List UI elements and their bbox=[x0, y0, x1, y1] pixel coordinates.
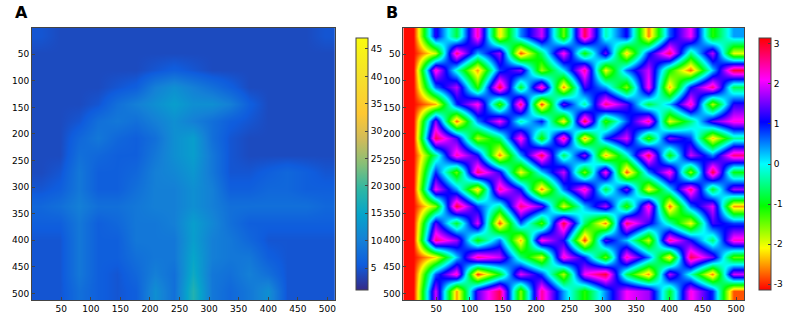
svg-text:45: 45 bbox=[371, 44, 382, 54]
svg-text:150: 150 bbox=[12, 103, 29, 113]
svg-text:200: 200 bbox=[383, 129, 400, 139]
svg-text:450: 450 bbox=[12, 262, 29, 272]
svg-text:400: 400 bbox=[260, 304, 277, 314]
svg-text:500: 500 bbox=[383, 289, 400, 299]
svg-text:200: 200 bbox=[141, 304, 158, 314]
svg-text:100: 100 bbox=[12, 76, 29, 86]
svg-text:350: 350 bbox=[230, 304, 247, 314]
svg-text:5: 5 bbox=[371, 263, 377, 273]
svg-text:500: 500 bbox=[319, 304, 336, 314]
svg-text:200: 200 bbox=[12, 129, 29, 139]
svg-text:50: 50 bbox=[18, 49, 30, 59]
svg-text:20: 20 bbox=[371, 181, 383, 191]
svg-text:30: 30 bbox=[371, 126, 383, 136]
svg-text:450: 450 bbox=[289, 304, 306, 314]
svg-text:250: 250 bbox=[561, 304, 578, 314]
svg-text:250: 250 bbox=[171, 304, 188, 314]
svg-text:3: 3 bbox=[774, 39, 780, 49]
svg-text:-1: -1 bbox=[774, 199, 783, 209]
svg-text:-2: -2 bbox=[774, 239, 783, 249]
svg-text:400: 400 bbox=[661, 304, 678, 314]
svg-text:100: 100 bbox=[383, 76, 400, 86]
svg-text:250: 250 bbox=[383, 156, 400, 166]
svg-text:2: 2 bbox=[774, 79, 780, 89]
svg-text:15: 15 bbox=[371, 208, 382, 218]
svg-text:100: 100 bbox=[461, 304, 478, 314]
svg-text:300: 300 bbox=[12, 182, 29, 192]
svg-text:35: 35 bbox=[371, 99, 382, 109]
svg-text:400: 400 bbox=[383, 235, 400, 245]
svg-text:400: 400 bbox=[12, 235, 29, 245]
svg-text:A: A bbox=[15, 3, 28, 22]
svg-text:40: 40 bbox=[371, 72, 383, 82]
svg-text:350: 350 bbox=[628, 304, 645, 314]
svg-text:500: 500 bbox=[12, 289, 29, 299]
svg-text:B: B bbox=[386, 3, 398, 22]
svg-text:500: 500 bbox=[727, 304, 744, 314]
svg-text:100: 100 bbox=[82, 304, 99, 314]
svg-text:10: 10 bbox=[371, 236, 383, 246]
svg-text:50: 50 bbox=[431, 304, 443, 314]
svg-text:350: 350 bbox=[383, 209, 400, 219]
svg-text:300: 300 bbox=[383, 182, 400, 192]
svg-text:250: 250 bbox=[12, 156, 29, 166]
svg-text:1: 1 bbox=[774, 119, 780, 129]
svg-text:150: 150 bbox=[383, 103, 400, 113]
svg-text:150: 150 bbox=[112, 304, 129, 314]
svg-text:150: 150 bbox=[494, 304, 511, 314]
svg-text:25: 25 bbox=[371, 154, 382, 164]
svg-text:450: 450 bbox=[383, 262, 400, 272]
svg-text:50: 50 bbox=[389, 49, 401, 59]
svg-text:0: 0 bbox=[774, 159, 780, 169]
svg-text:200: 200 bbox=[528, 304, 545, 314]
svg-text:-3: -3 bbox=[774, 279, 783, 289]
svg-text:50: 50 bbox=[56, 304, 68, 314]
svg-text:300: 300 bbox=[594, 304, 611, 314]
svg-text:350: 350 bbox=[12, 209, 29, 219]
svg-text:450: 450 bbox=[694, 304, 711, 314]
svg-text:300: 300 bbox=[201, 304, 218, 314]
